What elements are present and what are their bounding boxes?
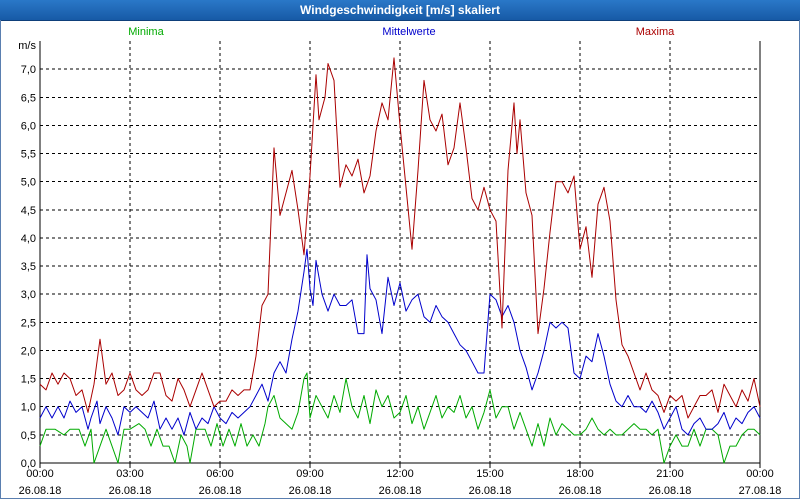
y-tick-label: 1,5 [21,374,36,386]
x-tick-date-label: 26.08.18 [379,485,422,497]
chart-title: Windgeschwindigkeit [m/s] skaliert [300,3,500,17]
y-tick-label: 4,0 [21,233,36,245]
x-tick-date-label: 26.08.18 [649,485,692,497]
x-tick-time-label: 00:00 [746,468,774,480]
x-tick-time-label: 12:00 [386,468,414,480]
y-tick-label: 3,0 [21,289,36,301]
x-tick-time-label: 18:00 [566,468,594,480]
y-tick-label: 5,0 [21,177,36,189]
x-tick-date-label: 27.08.18 [739,485,782,497]
series-line-maxima [39,57,761,419]
y-tick-label: 1,0 [21,402,36,414]
x-tick-time-label: 15:00 [476,468,504,480]
x-tick-date-label: 26.08.18 [289,485,332,497]
y-tick-label: 7,0 [21,64,36,76]
legend-entry-maxima: Maxima [636,26,675,38]
y-tick-label: 0,0 [21,458,36,470]
y-tick-label: 4,5 [21,205,36,217]
y-tick-label: 6,5 [21,92,36,104]
y-tick-label: 3,5 [21,261,36,273]
x-tick-date-label: 26.08.18 [19,485,62,497]
chart-series [39,57,761,464]
x-tick-time-label: 06:00 [206,468,234,480]
series-line-mittelwerte [39,248,761,436]
legend-entry-mittelwerte: Mittelwerte [382,26,435,38]
x-tick-time-label: 09:00 [296,468,324,480]
y-axis-unit-label: m/s [18,40,36,52]
chart-grid [40,41,760,463]
x-tick-time-label: 00:00 [26,468,54,480]
y-tick-label: 5,5 [21,149,36,161]
x-tick-date-label: 26.08.18 [469,485,512,497]
x-tick-date-label: 26.08.18 [559,485,602,497]
x-tick-date-label: 26.08.18 [199,485,242,497]
x-tick-date-label: 26.08.18 [109,485,152,497]
y-tick-label: 6,0 [21,120,36,132]
y-tick-label: 2,0 [21,345,36,357]
y-axis-ticks: 0,0 0,5 1,0 1,5 2,0 2,5 3,0 3,5 4,0 4,5 5,0 5,5 6,0 6… [18,40,36,470]
y-tick-label: 2,5 [21,317,36,329]
y-tick-label: 0,5 [21,430,36,442]
legend-entry-minima: Minima [128,26,164,38]
x-tick-time-label: 21:00 [656,468,684,480]
x-axis-ticks: 00:00 26.08.18 03:00 26.08.18 06:00 26.08.18 0… [19,463,782,497]
wind-speed-chart: 0,0 0,5 1,0 1,5 2,0 2,5 3,0 3,5 4,0 4,5 5,0 5,5 6,0 6… [18,26,782,497]
chart-title-bar: Windgeschwindigkeit [m/s] skaliert [0,0,800,21]
x-tick-time-label: 03:00 [116,468,144,480]
chart-legend: Minima Mittelwerte Maxima [128,26,675,38]
series-line-minima [39,372,761,464]
